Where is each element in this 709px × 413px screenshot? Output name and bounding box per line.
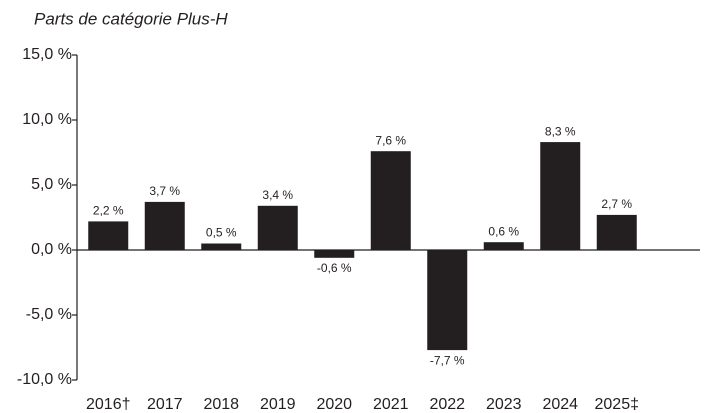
- bar: [88, 221, 129, 250]
- value-label: 7,6 %: [375, 133, 406, 147]
- x-tick-label: 2025‡: [595, 396, 640, 413]
- x-tick-label: 2017: [147, 396, 183, 413]
- value-label: 2,2 %: [93, 204, 124, 218]
- value-label: 0,6 %: [488, 224, 519, 238]
- value-label: 0,5 %: [206, 226, 237, 240]
- value-label: 8,3 %: [545, 124, 576, 138]
- bar: [483, 242, 524, 250]
- value-label: 2,7 %: [601, 197, 632, 211]
- x-tick-label: 2023: [486, 396, 522, 413]
- x-tick-label: 2022: [429, 396, 465, 413]
- bar: [201, 243, 242, 250]
- value-label: -7,7 %: [430, 353, 465, 367]
- value-label: 3,4 %: [262, 188, 293, 202]
- value-label: -0,6 %: [317, 261, 352, 275]
- y-tick-label: 15,0 %: [22, 46, 72, 63]
- y-tick-label: 10,0 %: [22, 111, 72, 128]
- bar: [427, 250, 468, 351]
- bar: [596, 214, 637, 250]
- bar: [144, 201, 185, 250]
- y-tick-label: 5,0 %: [31, 176, 72, 193]
- x-tick-label: 2019: [260, 396, 296, 413]
- x-tick-label: 2016†: [86, 396, 131, 413]
- bar: [540, 142, 581, 250]
- bar: [257, 205, 298, 250]
- x-tick-label: 2021: [373, 396, 409, 413]
- x-tick-label: 2020: [316, 396, 352, 413]
- chart-title: Parts de catégorie Plus-H: [34, 9, 228, 28]
- y-tick-label: -10,0 %: [17, 371, 72, 388]
- y-tick-label: -5,0 %: [26, 306, 72, 323]
- bar: [370, 151, 411, 250]
- x-tick-label: 2018: [203, 396, 239, 413]
- x-tick-label: 2024: [542, 396, 578, 413]
- value-label: 3,7 %: [149, 184, 180, 198]
- y-tick-label: 0,0 %: [31, 241, 72, 258]
- bar: [314, 250, 355, 258]
